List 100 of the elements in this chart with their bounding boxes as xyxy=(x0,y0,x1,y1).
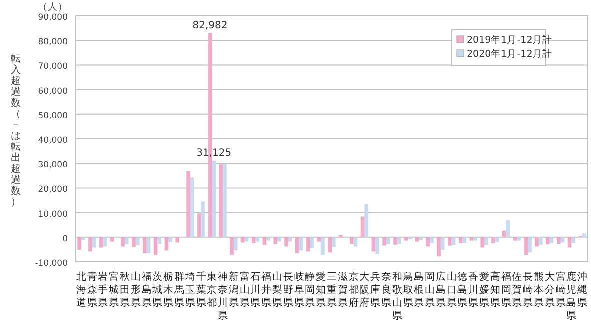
x-tick-label: 山梨県 xyxy=(272,271,283,309)
bar xyxy=(394,237,398,246)
x-tick-label: 岐阜県 xyxy=(294,271,304,309)
y-tick-label: 40,000 xyxy=(38,136,68,146)
x-tick-label: 東京都 xyxy=(207,271,218,309)
bar xyxy=(136,237,140,246)
bar xyxy=(474,237,478,241)
bar xyxy=(190,178,194,238)
bar xyxy=(524,237,528,256)
bar xyxy=(310,237,314,248)
bar xyxy=(397,237,402,244)
bar xyxy=(560,237,565,243)
y-tick-label: 50,000 xyxy=(38,111,68,122)
x-tick-label: 鹿児島県 xyxy=(566,271,577,320)
bar xyxy=(223,164,227,238)
y-tick-label: 90,000 xyxy=(38,13,68,23)
bar xyxy=(550,237,554,244)
y-tick-label: 30,000 xyxy=(38,160,68,171)
bar xyxy=(328,237,332,253)
x-tick-label: 熊本県 xyxy=(534,271,544,309)
x-tick-label: 北海道 xyxy=(76,271,86,309)
x-tick-label: 富山県 xyxy=(240,271,250,309)
x-tick-label: 岩手県 xyxy=(98,271,108,309)
x-tick-label: 石川県 xyxy=(250,272,261,309)
bar xyxy=(103,237,108,247)
x-tick-label: 高知県 xyxy=(490,271,500,309)
bar xyxy=(88,237,92,252)
bar xyxy=(230,237,234,256)
bar xyxy=(81,237,86,240)
bar xyxy=(448,237,452,246)
x-tick-label: 静岡県 xyxy=(305,271,316,309)
bar xyxy=(201,202,206,238)
x-tick-label: 神奈川県 xyxy=(218,271,228,320)
bar xyxy=(535,237,539,247)
bar xyxy=(332,237,336,248)
bar xyxy=(256,237,260,242)
x-tick-label: 山口県 xyxy=(446,271,457,309)
bar xyxy=(372,237,376,252)
bar xyxy=(426,237,430,247)
bar xyxy=(176,237,180,243)
y-tick-label: 0 xyxy=(62,234,68,244)
bar xyxy=(186,171,190,238)
bar xyxy=(168,237,172,242)
bar xyxy=(480,237,485,248)
bar xyxy=(415,237,420,242)
x-tick-label: 兵庫県 xyxy=(370,271,381,309)
bar xyxy=(458,237,463,244)
x-tick-label: 和歌山県 xyxy=(392,271,402,320)
x-tick-label: 鳥取県 xyxy=(402,271,414,309)
bar xyxy=(110,237,114,242)
legend-label: 2019年1月-12月計 xyxy=(467,34,553,46)
legend-label: 2020年1月-12月計 xyxy=(467,48,553,60)
bar xyxy=(364,204,368,238)
bar xyxy=(288,237,292,242)
bar xyxy=(502,230,506,238)
bar xyxy=(506,220,510,238)
x-tick-label: 京都府 xyxy=(348,271,359,309)
x-tick-label: 宮崎県 xyxy=(556,271,566,309)
bar xyxy=(219,164,224,238)
bar xyxy=(197,214,202,238)
bar xyxy=(146,237,151,254)
bar xyxy=(470,237,474,241)
bar xyxy=(121,237,126,247)
bar xyxy=(495,237,500,242)
bar xyxy=(234,237,238,251)
bar xyxy=(404,237,408,241)
bar xyxy=(382,237,386,246)
y-tick-label: -10,000 xyxy=(35,259,68,269)
x-tick-label: 奈良県 xyxy=(381,272,392,309)
x-tick-label: 栃木県 xyxy=(164,271,174,309)
x-tick-label: 茨城県 xyxy=(152,271,163,309)
bar xyxy=(212,160,216,238)
x-tick-label: 徳島県 xyxy=(458,272,468,309)
bar xyxy=(284,237,288,247)
bar xyxy=(278,237,282,242)
x-tick-label: 沖縄県 xyxy=(576,271,588,309)
y-axis-title: 転入超過数（－は転出超過数） xyxy=(11,54,21,208)
bar xyxy=(437,237,441,257)
bar xyxy=(78,237,82,250)
bar xyxy=(241,237,245,243)
bar xyxy=(538,237,543,246)
bar xyxy=(513,237,518,241)
x-tick-label: 秋田県 xyxy=(120,271,130,309)
bar xyxy=(528,237,532,253)
bar xyxy=(350,237,354,244)
x-tick-label: 愛媛県 xyxy=(480,271,490,309)
bar xyxy=(452,237,456,246)
y-tick-label: 20,000 xyxy=(38,185,68,196)
x-tick-label: 愛知県 xyxy=(316,271,326,309)
x-tick-label: 佐賀県 xyxy=(512,272,522,309)
bar xyxy=(158,237,162,244)
bar xyxy=(360,216,365,238)
y-tick-label: 10,000 xyxy=(38,210,68,220)
y-tick-label: 80,000 xyxy=(38,38,68,48)
y-tick-label: 60,000 xyxy=(38,86,68,97)
bar xyxy=(376,237,380,254)
bar xyxy=(462,237,467,244)
bar xyxy=(386,237,390,244)
bar xyxy=(430,237,434,244)
x-tick-label: 岡山県 xyxy=(425,272,436,309)
